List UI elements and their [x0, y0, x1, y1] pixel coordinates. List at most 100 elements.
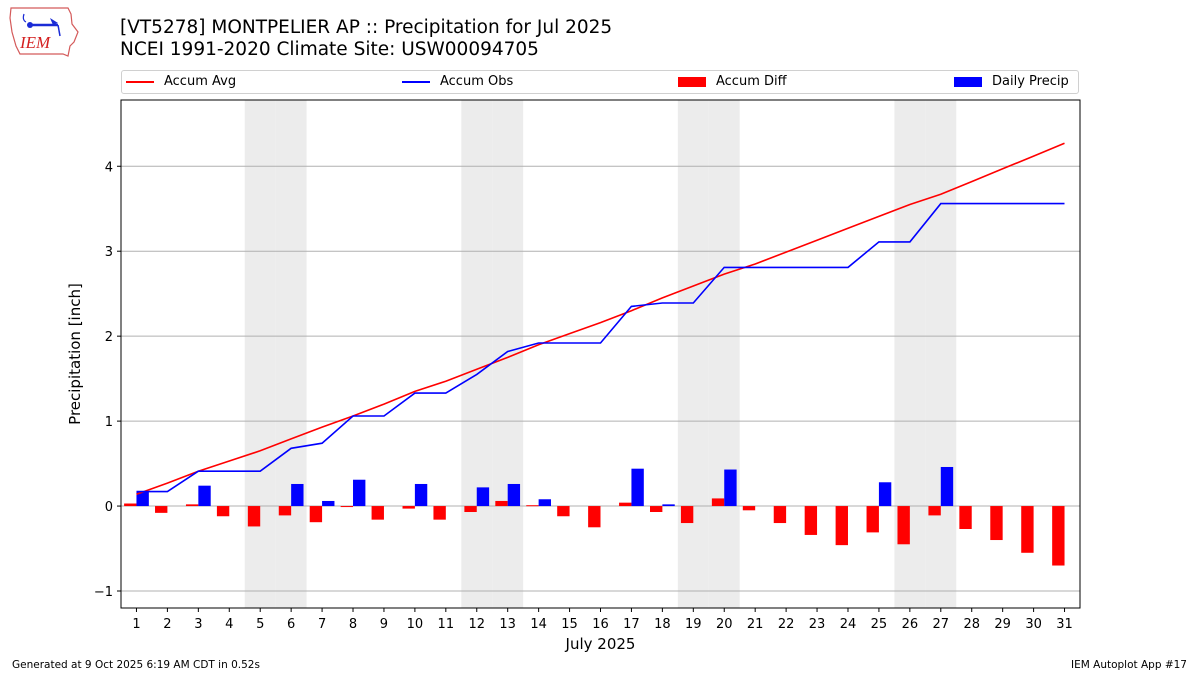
weekend-shade: [244, 100, 276, 608]
x-tick-label: 27: [933, 617, 950, 632]
weekend-shade: [925, 100, 957, 608]
iem-logo: IEM: [8, 6, 80, 58]
daily-precip-bar: [322, 500, 335, 507]
daily-precip-bar: [538, 499, 552, 507]
app-label: IEM Autoplot App #17: [1071, 659, 1187, 671]
logo-text: IEM: [19, 33, 51, 52]
y-tick-label: 0: [105, 500, 113, 515]
accum-diff-bar: [649, 506, 663, 513]
accum-diff-bar: [371, 506, 384, 520]
x-tick-label: 24: [840, 617, 857, 632]
daily-precip-bar: [662, 504, 675, 507]
accum-diff-bar: [1021, 506, 1034, 553]
accum-diff-bar: [959, 506, 972, 529]
x-tick-label: 7: [318, 617, 326, 632]
weekend-shade: [275, 100, 307, 608]
accum-diff-bar: [464, 506, 477, 513]
weekend-shade: [677, 100, 709, 608]
daily-precip-bar: [291, 483, 304, 507]
x-tick-label: 12: [468, 617, 485, 632]
legend-item-daily-precip: Daily Precip: [954, 74, 1069, 89]
daily-precip-bar: [507, 483, 521, 507]
legend-swatch-accum-avg: [126, 80, 154, 83]
daily-precip-bar: [198, 485, 211, 507]
accum-diff-bar: [433, 506, 446, 520]
x-tick-label: 21: [747, 617, 764, 632]
accum-diff-bar: [711, 498, 725, 507]
accum-diff-bar: [619, 502, 632, 507]
accum-diff-bar: [897, 506, 910, 545]
legend-label: Accum Diff: [716, 74, 787, 89]
y-tick-label: −1: [94, 585, 113, 600]
x-tick-label: 30: [1025, 617, 1042, 632]
accum-diff-bar: [588, 506, 601, 528]
x-tick-label: 22: [778, 617, 795, 632]
accum-diff-bar: [928, 506, 941, 516]
accum-diff-bar: [247, 506, 261, 527]
daily-precip-bar: [940, 466, 954, 507]
accum-diff-bar: [804, 506, 818, 535]
y-tick-label: 4: [105, 160, 113, 175]
daily-precip-bar: [878, 482, 892, 507]
title-line-1: [VT5278] MONTPELIER AP :: Precipitation …: [120, 17, 613, 38]
x-tick-label: 6: [287, 617, 295, 632]
x-tick-label: 16: [592, 617, 609, 632]
x-tick-label: 28: [963, 617, 980, 632]
x-tick-label: 2: [163, 617, 171, 632]
y-tick-label: 3: [105, 245, 113, 260]
x-tick-label: 23: [809, 617, 826, 632]
legend-label: Accum Avg: [164, 74, 237, 89]
daily-precip-bar: [724, 469, 737, 507]
accum-diff-bar: [742, 506, 756, 511]
accum-diff-bar: [1052, 506, 1065, 566]
x-tick-label: 4: [225, 617, 233, 632]
x-tick-label: 17: [623, 617, 640, 632]
x-tick-label: 31: [1056, 617, 1073, 632]
daily-precip-bar: [631, 468, 644, 507]
accum-diff-bar: [773, 506, 787, 524]
accum-diff-bar: [835, 506, 848, 546]
y-axis-label: Precipitation [inch]: [66, 283, 84, 425]
legend-item-accum-avg: Accum Avg: [126, 74, 236, 89]
legend-label: Daily Precip: [992, 74, 1069, 89]
accum-diff-bar: [309, 506, 323, 523]
accum-diff-bar: [990, 506, 1003, 541]
x-tick-label: 20: [716, 617, 733, 632]
legend-item-accum-obs: Accum Obs: [402, 74, 513, 89]
weekend-shade: [492, 100, 524, 608]
generated-timestamp: Generated at 9 Oct 2025 6:19 AM CDT in 0…: [12, 659, 260, 671]
x-axis-label: July 2025: [565, 635, 636, 653]
x-tick-label: 29: [994, 617, 1011, 632]
x-tick-label: 18: [654, 617, 671, 632]
accum-diff-bar: [557, 506, 570, 517]
x-tick-label: 14: [530, 617, 547, 632]
legend-label: Accum Obs: [440, 74, 514, 89]
accum-diff-bar: [680, 506, 694, 524]
x-tick-label: 1: [132, 617, 140, 632]
accum-avg-line: [136, 142, 1065, 495]
x-tick-label: 5: [256, 617, 264, 632]
accum-obs-line: [136, 202, 1065, 493]
x-tick-label: 25: [871, 617, 888, 632]
legend-swatch-accum-obs: [402, 80, 430, 83]
weekend-shade: [461, 100, 493, 608]
legend-swatch-daily-precip: [954, 76, 982, 87]
daily-precip-bar: [136, 491, 149, 507]
daily-precip-bar: [476, 487, 490, 507]
x-tick-label: 15: [561, 617, 578, 632]
chart-legend: Accum Avg Accum Obs Accum Diff Daily Pre…: [121, 70, 1079, 94]
x-tick-label: 10: [407, 617, 424, 632]
accum-diff-bar: [340, 506, 354, 508]
daily-precip-bar: [414, 483, 428, 507]
y-tick-label: 2: [105, 330, 113, 345]
legend-swatch-accum-diff: [678, 76, 706, 87]
title-line-2: NCEI 1991-2020 Climate Site: USW00094705: [120, 39, 539, 60]
x-tick-label: 13: [499, 617, 516, 632]
x-tick-label: 11: [438, 617, 455, 632]
accum-diff-bar: [278, 506, 292, 516]
chart-title: [VT5278] MONTPELIER AP :: Precipitation …: [120, 17, 612, 61]
accum-diff-bar: [866, 506, 879, 533]
accum-diff-bar: [526, 505, 539, 507]
accum-diff-bar: [124, 503, 137, 507]
